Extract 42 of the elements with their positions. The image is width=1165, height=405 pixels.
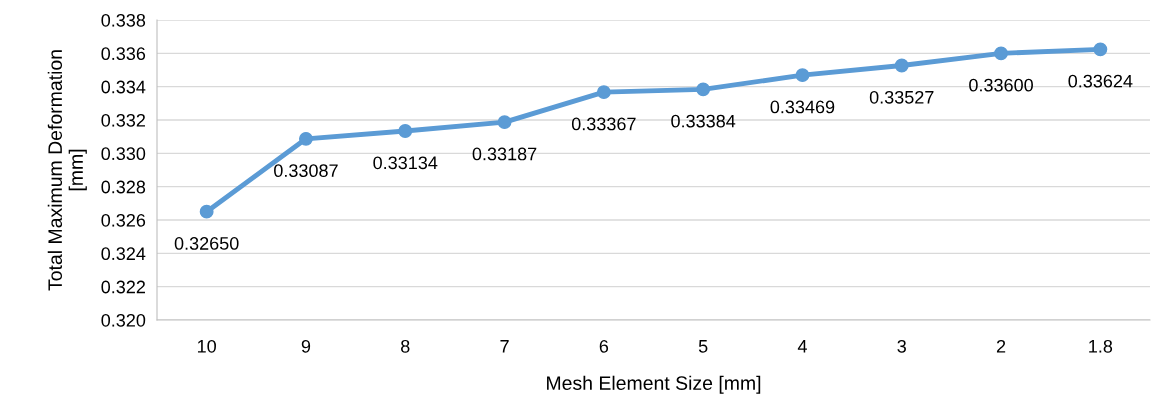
data-label: 0.33367: [571, 117, 636, 131]
x-axis-title: Mesh Element Size [mm]: [547, 375, 761, 394]
y-tick-label: 0.332: [101, 113, 145, 127]
point: [894, 58, 909, 73]
y-tick-label: 0.336: [101, 47, 146, 61]
data-label: 0.33187: [472, 147, 537, 161]
x-tick-label: 3: [897, 339, 906, 353]
x-tick-label: 4: [797, 340, 807, 353]
y-axis-title: Total Maximum Deformation [mm]: [47, 50, 87, 291]
point: [596, 85, 611, 100]
x-tick-label: 8: [401, 339, 410, 353]
data-label: 0.33087: [274, 164, 338, 178]
x-tick-label: 5: [698, 340, 708, 353]
point: [696, 82, 711, 97]
data-label: 0.33527: [869, 90, 934, 104]
data-label: 0.33600: [969, 78, 1033, 92]
point: [795, 68, 810, 83]
y-tick-label: 0.320: [101, 313, 146, 327]
data-label: 0.33134: [373, 156, 438, 170]
y-tick-label: 0.334: [101, 80, 146, 94]
x-tick-label: 10: [197, 339, 216, 353]
x-tick-label: 6: [599, 339, 609, 353]
y-tick-label: 0.324: [101, 247, 146, 261]
x-tick-label: 7: [500, 340, 509, 353]
x-tick-label: 9: [301, 339, 311, 353]
point: [398, 124, 413, 138]
y-tick-label: 0.322: [101, 280, 145, 294]
x-tick-label: 1.8: [1089, 339, 1113, 353]
y-tick-label: 0.330: [101, 147, 146, 161]
data-label: 0.32650: [174, 237, 239, 250]
data-label: 0.33384: [671, 114, 736, 128]
data-label: 0.33624: [1068, 74, 1133, 88]
y-tick-label: 0.328: [101, 180, 146, 194]
point: [994, 46, 1008, 61]
point: [1093, 42, 1108, 57]
point: [299, 131, 313, 146]
point: [199, 204, 214, 219]
point: [497, 115, 512, 130]
y-tick-label: 0.326: [101, 213, 146, 227]
data-label: 0.33469: [770, 100, 835, 114]
x-tick-label: 2: [996, 339, 1006, 353]
y-tick-label: 0.338: [101, 13, 146, 27]
